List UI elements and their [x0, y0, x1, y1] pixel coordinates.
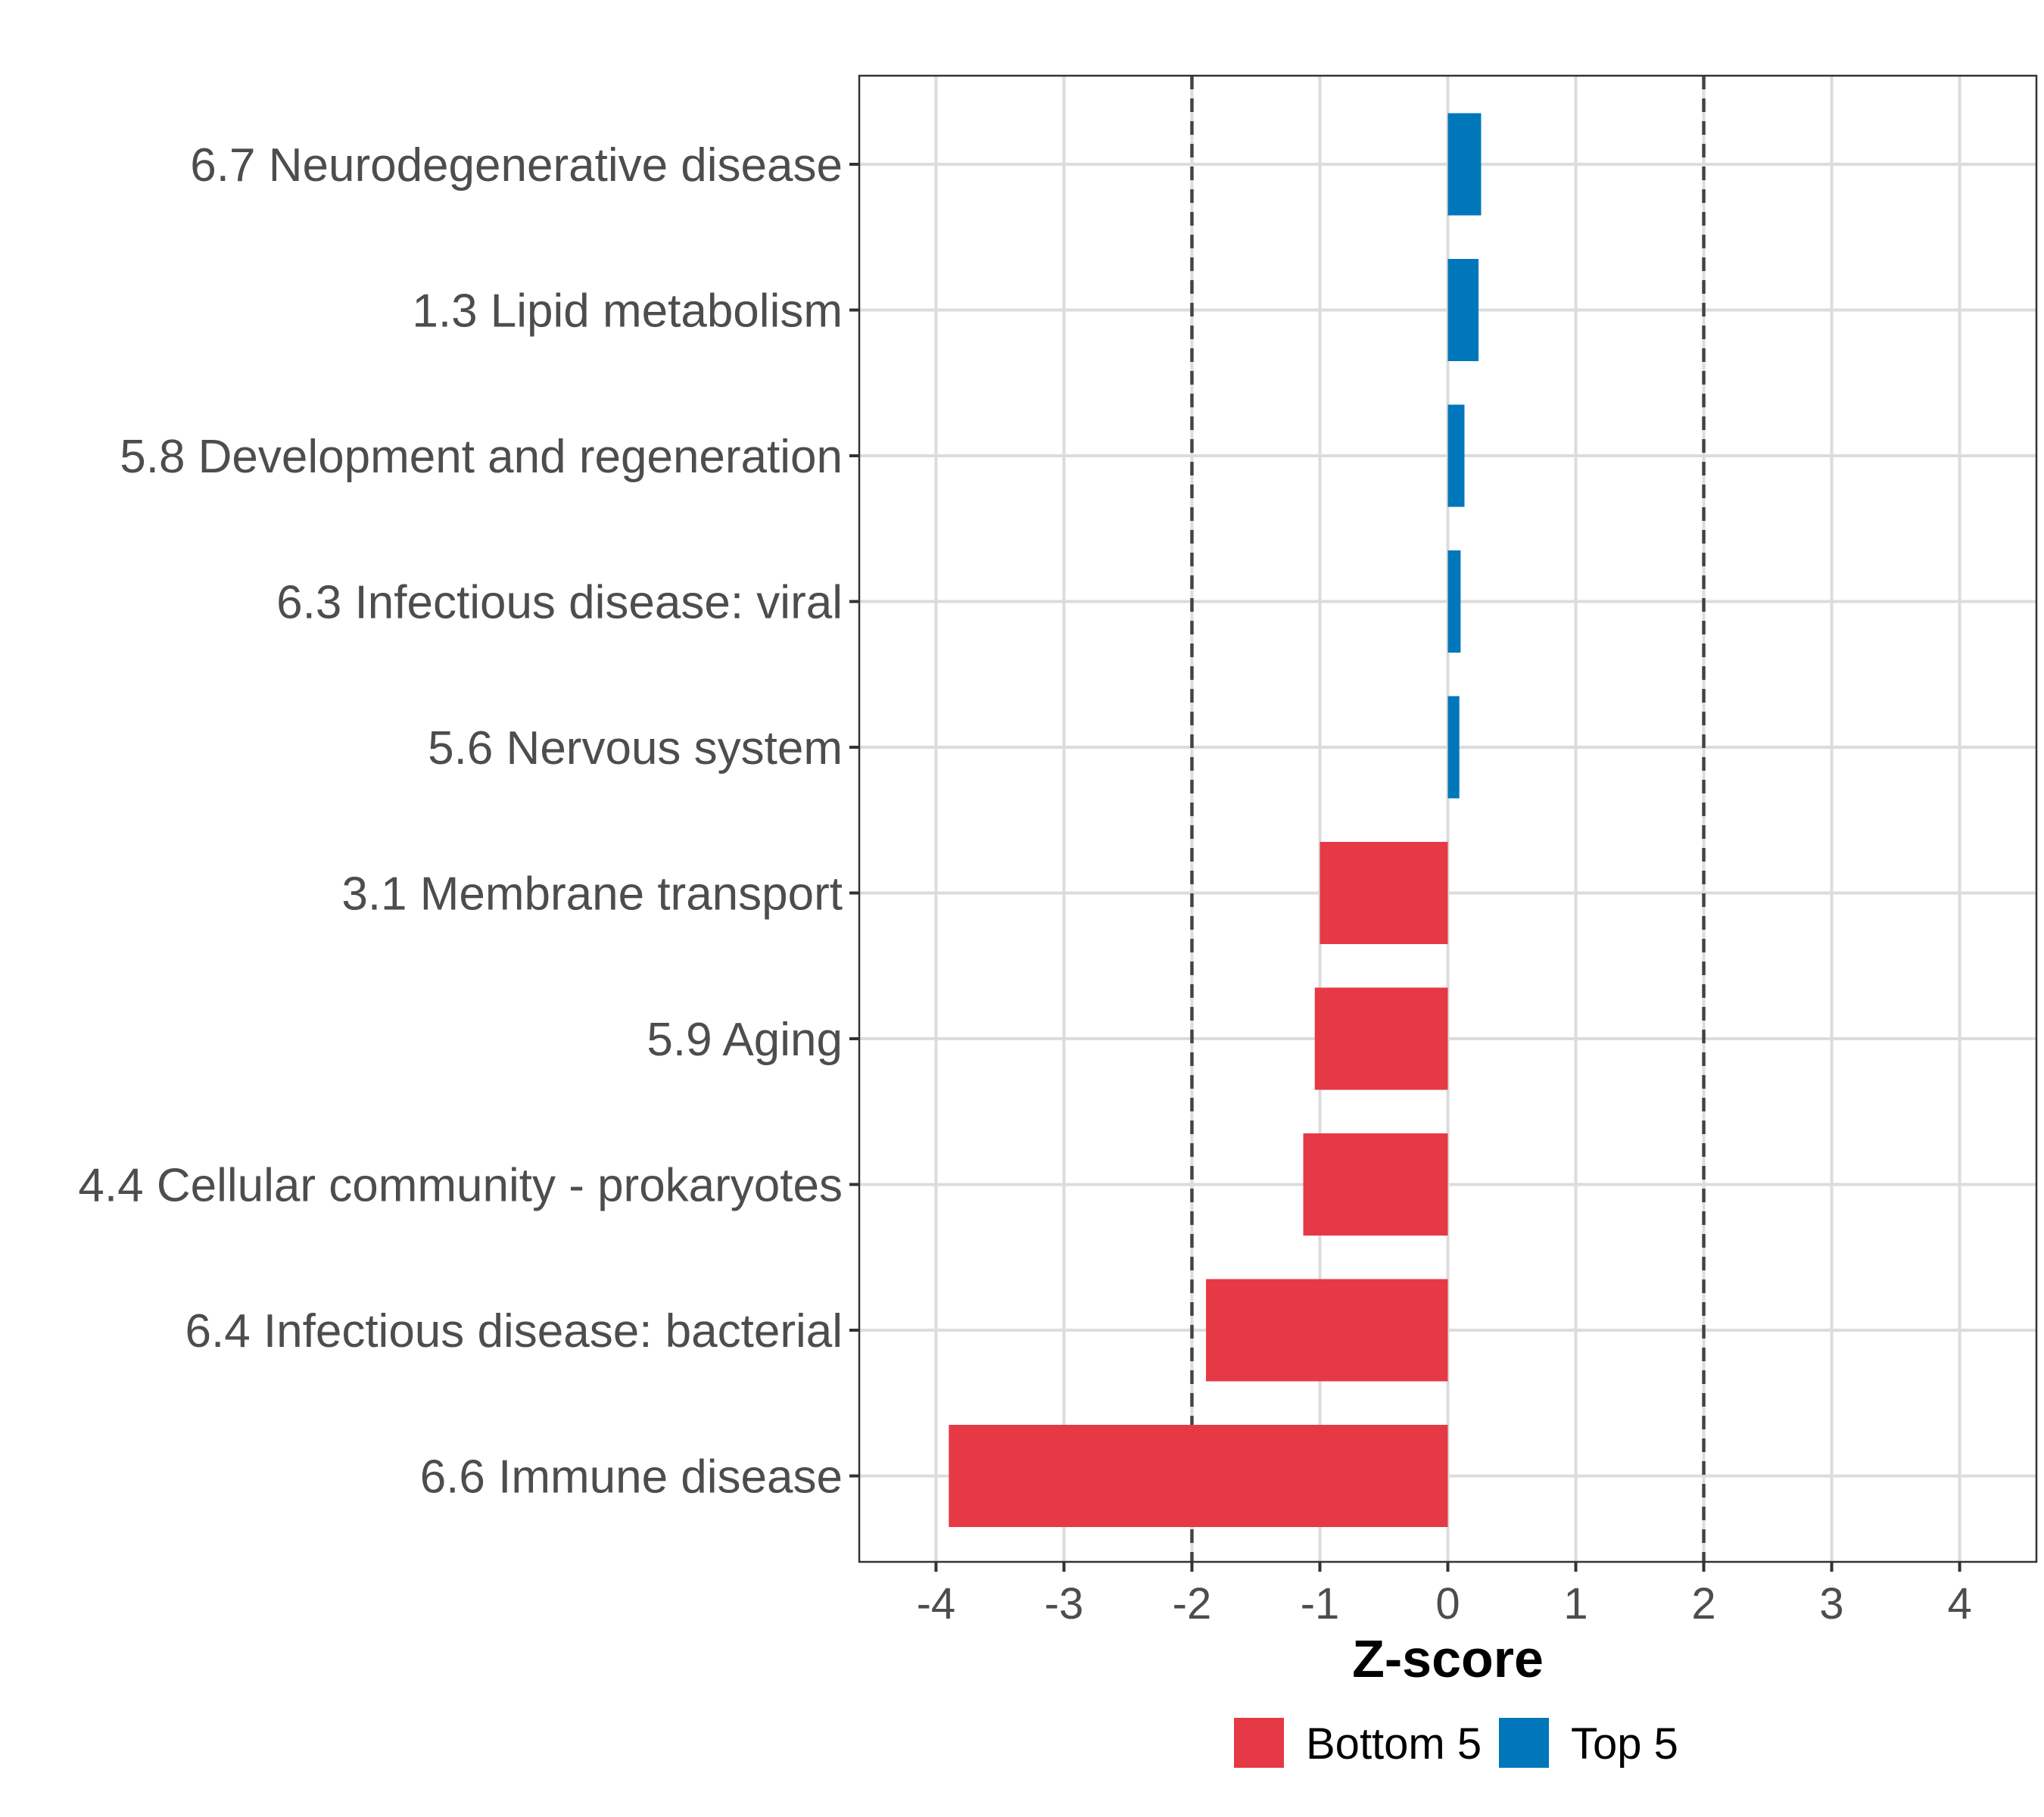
x-tick-label-1: -3 — [1045, 1579, 1084, 1628]
bar-8 — [1206, 1279, 1448, 1382]
category-label-7: 4.4 Cellular community - prokaryotes — [78, 1160, 843, 1212]
category-label-0: 6.7 Neurodegenerative disease — [190, 139, 843, 192]
legend: Bottom 5 Top 5 — [1234, 1718, 1678, 1769]
x-tick-label-3: -1 — [1301, 1579, 1340, 1628]
x-tick-label-6: 2 — [1691, 1579, 1715, 1628]
bar-4 — [1447, 696, 1460, 799]
x-tick-label-7: 3 — [1819, 1579, 1843, 1628]
bars — [949, 113, 1482, 1527]
category-label-4: 5.6 Nervous system — [428, 722, 843, 774]
category-label-2: 5.8 Development and regeneration — [120, 431, 843, 483]
legend-label-0: Bottom 5 — [1306, 1719, 1482, 1769]
reference-lines — [1190, 76, 1706, 1562]
legend-swatch-1 — [1499, 1718, 1549, 1768]
category-label-3: 6.3 Infectious disease: viral — [276, 577, 843, 629]
x-tick-label-2: -2 — [1173, 1579, 1212, 1628]
category-label-8: 6.4 Infectious disease: bacterial — [185, 1305, 843, 1357]
bar-1 — [1447, 259, 1479, 361]
category-label-5: 3.1 Membrane transport — [341, 868, 843, 921]
bar-0 — [1447, 113, 1482, 216]
y-axis-category-labels: 6.7 Neurodegenerative disease 1.3 Lipid m… — [78, 139, 843, 1504]
category-label-6: 5.9 Aging — [647, 1014, 843, 1066]
y-axis-ticks — [849, 163, 859, 1478]
category-label-9: 6.6 Immune disease — [420, 1451, 843, 1504]
x-axis-tick-labels: -4 -3 -2 -1 0 1 2 3 4 — [917, 1579, 1972, 1628]
bar-9 — [949, 1425, 1448, 1527]
legend-label-1: Top 5 — [1571, 1719, 1678, 1769]
category-label-1: 1.3 Lipid metabolism — [412, 285, 843, 338]
x-tick-label-5: 1 — [1563, 1579, 1588, 1628]
bar-3 — [1447, 550, 1461, 653]
x-tick-label-8: 4 — [1947, 1579, 1971, 1628]
bar-2 — [1447, 404, 1465, 507]
bar-6 — [1314, 987, 1448, 1090]
x-tick-label-0: -4 — [917, 1579, 956, 1628]
bar-7 — [1303, 1133, 1448, 1236]
x-axis-title: Z-score — [1352, 1629, 1544, 1688]
legend-swatch-0 — [1234, 1718, 1284, 1768]
bar-5 — [1320, 842, 1448, 944]
x-tick-label-4: 0 — [1435, 1579, 1460, 1628]
x-axis-ticks — [934, 1562, 1961, 1572]
